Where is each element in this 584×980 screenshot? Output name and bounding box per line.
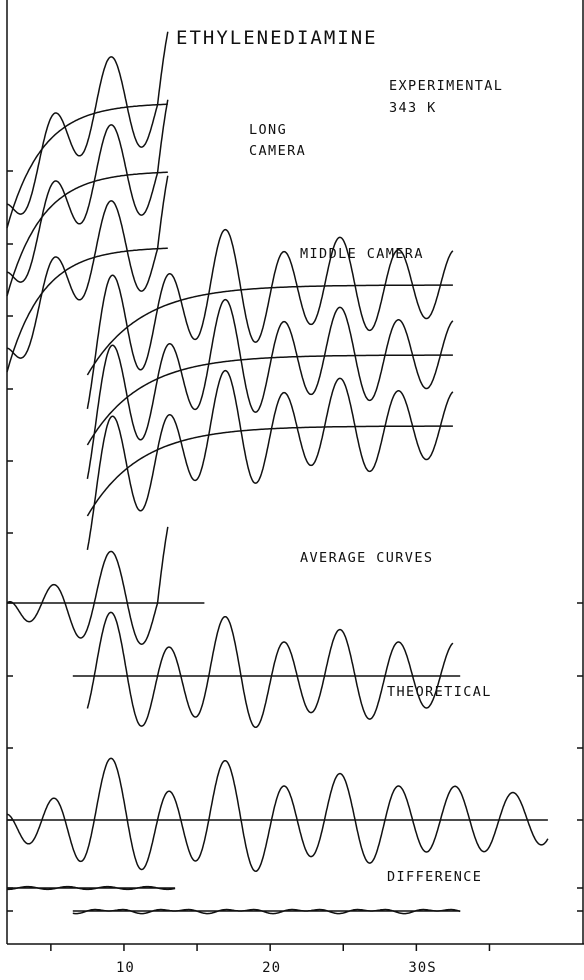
x-tick-label: 30S bbox=[408, 960, 436, 975]
curves bbox=[6, 31, 549, 915]
long-camera-background-1 bbox=[6, 103, 168, 229]
long-camera-label-line1: LONG bbox=[249, 122, 287, 138]
x-ticks: 10 20 30S bbox=[50, 944, 491, 976]
left-ticks bbox=[7, 170, 13, 912]
long-camera-label-line2: CAMERA bbox=[249, 143, 306, 159]
long-camera-curve-1 bbox=[6, 31, 169, 215]
middle-camera-background-2 bbox=[86, 354, 453, 446]
right-ticks bbox=[577, 602, 583, 912]
chart-title: ETHYLENEDIAMINE bbox=[176, 27, 378, 49]
average-middle-curve bbox=[86, 611, 454, 729]
average-long-curve bbox=[6, 526, 169, 645]
theoretical-label: THEORETICAL bbox=[387, 684, 492, 700]
difference-middle-curve bbox=[72, 908, 461, 915]
long-camera-background-2 bbox=[6, 171, 168, 297]
x-tick-label: 20 bbox=[262, 960, 281, 975]
middle-camera-background-3 bbox=[86, 425, 453, 517]
long-camera-curve-2 bbox=[6, 99, 169, 283]
average-curves-label: AVERAGE CURVES bbox=[300, 550, 433, 566]
middle-camera-curve-2 bbox=[86, 298, 454, 480]
middle-camera-curve-3 bbox=[86, 369, 454, 551]
temperature-label: 343 K bbox=[389, 100, 437, 116]
middle-camera-label: MIDDLE CAMERA bbox=[300, 246, 424, 262]
x-tick-label: 10 bbox=[116, 960, 135, 975]
chart-frame bbox=[6, 0, 584, 945]
long-camera-background-3 bbox=[6, 247, 168, 373]
theoretical-curve bbox=[6, 757, 549, 872]
middle-camera-background-1 bbox=[86, 284, 453, 376]
difference-label: DIFFERENCE bbox=[387, 869, 482, 885]
long-camera-curve-3 bbox=[6, 175, 169, 359]
difference-long-curve bbox=[6, 885, 176, 891]
experimental-label: EXPERIMENTAL bbox=[389, 78, 503, 94]
middle-camera-curve-1 bbox=[86, 228, 454, 410]
